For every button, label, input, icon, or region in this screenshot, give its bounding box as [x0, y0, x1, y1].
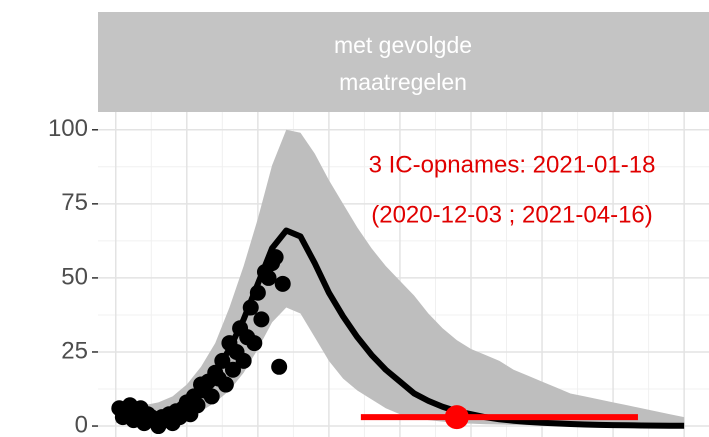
facet-label: maatregelen — [339, 69, 467, 95]
facet-label: met gevolgde — [334, 32, 472, 58]
estimate-point — [444, 405, 469, 430]
observed-point — [271, 358, 288, 375]
observed-point — [217, 376, 234, 393]
observed-point — [235, 352, 252, 369]
observed-point — [274, 275, 291, 292]
y-tick-label: 50 — [61, 263, 88, 290]
median-line — [115, 227, 685, 429]
annotation: (2020-12-03 ; 2021-04-16) — [371, 201, 653, 228]
y-tick-label: 0 — [75, 411, 88, 437]
y-tick-label: 100 — [48, 115, 88, 142]
observed-point — [253, 311, 270, 328]
y-tick-label: 25 — [61, 337, 88, 364]
y-tick-label: 75 — [61, 189, 88, 216]
observed-point — [246, 335, 263, 352]
facet-strip — [98, 12, 709, 112]
uncertainty-band — [115, 129, 685, 427]
observed-point — [224, 361, 241, 378]
observed-point — [189, 397, 206, 414]
annotation: 3 IC-opnames: 2021-01-18 — [369, 151, 656, 178]
observed-point — [203, 388, 220, 405]
